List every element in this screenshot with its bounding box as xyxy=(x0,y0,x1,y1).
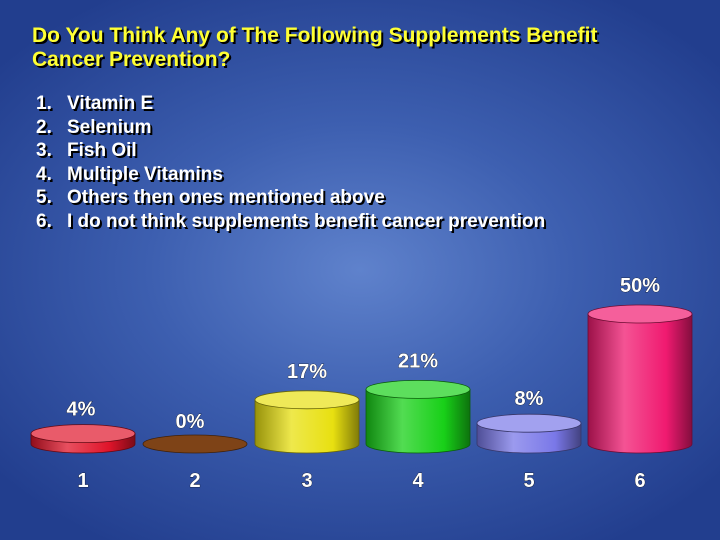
category-label: 5 xyxy=(523,470,534,492)
title-line-2: Cancer Prevention? xyxy=(32,48,231,71)
value-label: 0% xyxy=(176,411,205,433)
bar-4 xyxy=(365,379,471,454)
option-number: 5. xyxy=(36,187,52,208)
bar-5 xyxy=(476,413,582,454)
option-item: 5. Others then ones mentioned above xyxy=(36,186,545,210)
bar-top xyxy=(142,434,248,454)
option-number: 3. xyxy=(36,140,52,161)
value-label: 4% xyxy=(67,399,96,421)
category-label: 1 xyxy=(77,470,88,492)
option-item: 2. Selenium xyxy=(36,116,545,140)
option-number: 4. xyxy=(36,163,52,185)
bar-3 xyxy=(254,390,360,454)
value-label: 21% xyxy=(398,350,438,372)
bar-body xyxy=(254,399,360,454)
bar-top xyxy=(365,379,471,399)
option-item: 1. Vitamin E xyxy=(36,92,545,116)
slide-title: Do You Think Any of The Following Supple… xyxy=(32,24,692,72)
value-label: 50% xyxy=(620,275,660,297)
option-number: 1. xyxy=(36,93,52,114)
category-label: 2 xyxy=(189,470,200,492)
option-number: 2. xyxy=(36,116,52,138)
option-label: Others then ones mentioned above xyxy=(67,187,385,208)
title-line-1: Do You Think Any of The Following Supple… xyxy=(32,24,598,47)
value-label: 8% xyxy=(515,388,544,410)
option-label: I do not think supplements benefit cance… xyxy=(67,210,546,232)
bar-top xyxy=(476,413,582,433)
category-label: 4 xyxy=(412,470,424,492)
bar-1 xyxy=(30,424,136,454)
bar-top xyxy=(587,304,693,324)
option-number: 6. xyxy=(36,210,52,232)
bar-body xyxy=(365,389,471,454)
option-item: 6. I do not think supplements benefit can… xyxy=(36,210,545,234)
option-label: Fish Oil xyxy=(67,140,137,161)
value-label: 17% xyxy=(287,361,327,383)
bar-top xyxy=(254,390,360,410)
bar-2 xyxy=(142,434,248,454)
option-label: Selenium xyxy=(67,116,152,138)
option-label: Vitamin E xyxy=(67,93,154,114)
bar-6 xyxy=(587,304,693,454)
answer-options-list: 1. Vitamin E 2. Selenium 3. Fish Oil 4. Mult… xyxy=(36,92,545,233)
bar-top xyxy=(30,424,136,444)
category-label: 3 xyxy=(301,470,312,492)
option-item: 3. Fish Oil xyxy=(36,139,545,163)
category-label: 6 xyxy=(634,470,645,492)
bar-body xyxy=(587,313,693,454)
option-item: 4. Multiple Vitamins xyxy=(36,163,545,187)
option-label: Multiple Vitamins xyxy=(67,163,223,185)
